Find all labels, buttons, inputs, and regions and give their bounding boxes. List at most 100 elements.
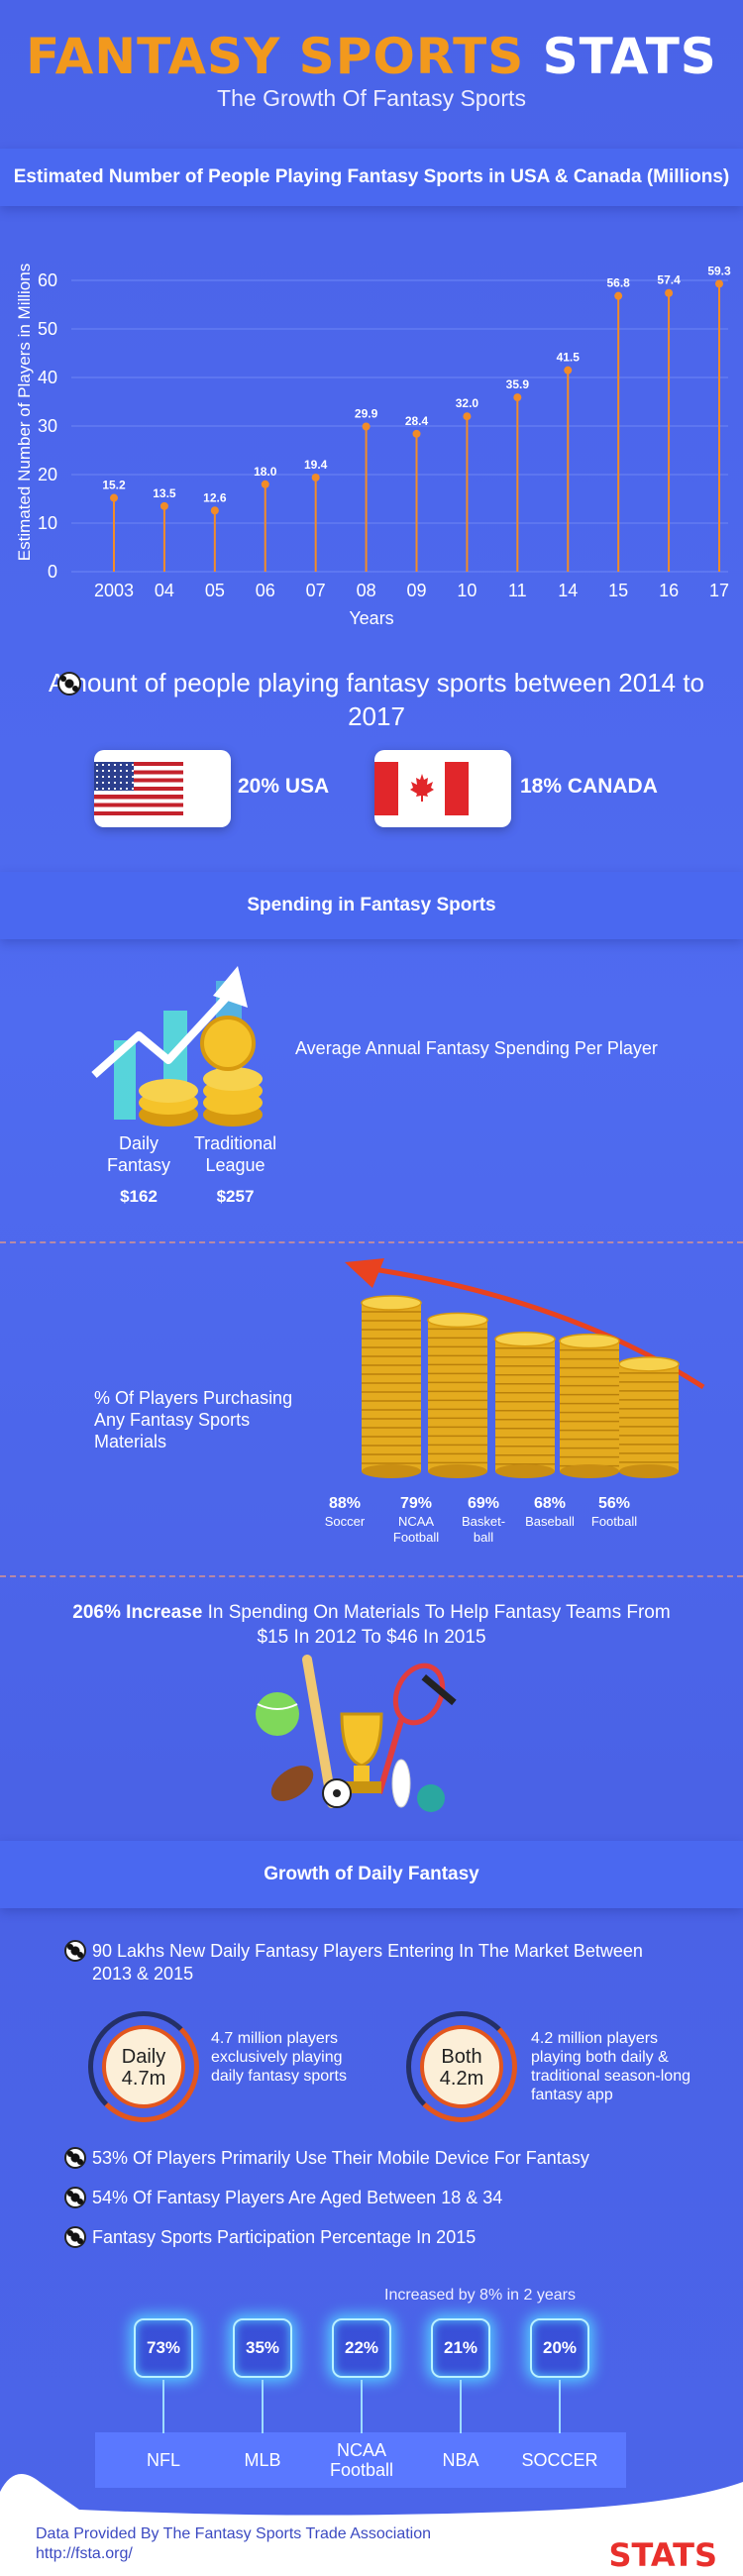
lollipop-point [311, 473, 320, 482]
lollipop-point [159, 501, 168, 510]
usa-percentage: 20% USA [238, 775, 330, 798]
coin-stack [494, 1331, 556, 1478]
data-label: 32.0 [456, 396, 479, 410]
participation-value: 20% [530, 2318, 589, 2378]
x-tick-label: 16 [659, 581, 679, 600]
soccer-ball-icon [64, 2147, 86, 2169]
connector-line [262, 2380, 264, 2433]
soccer-ball-icon [57, 672, 81, 696]
x-tick-label: 08 [357, 581, 376, 600]
canada-flag-card [374, 750, 511, 827]
both-ring: Both 4.2m [406, 2011, 517, 2122]
y-tick-label: 40 [38, 368, 57, 387]
x-axis-label: Years [349, 608, 393, 628]
participation-note: Increased by 8% in 2 years [384, 2287, 576, 2304]
bullet-mobile-text: 53% Of Players Primarily Use Their Mobil… [92, 2148, 589, 2168]
materials-percent: 88% [328, 1495, 362, 1512]
daily-fantasy-label: Daily Fantasy [106, 1133, 171, 1175]
title-white: STATS [542, 28, 717, 85]
stats-logo: STATS [608, 2536, 717, 2574]
x-tick-label: 10 [457, 581, 477, 600]
materials-category: 56% Football [577, 1496, 652, 1530]
lollipop-point [715, 279, 723, 288]
materials-coin-chart [345, 1258, 705, 1478]
lollipop-point [412, 429, 421, 438]
participation-sport: MLB [244, 2450, 281, 2470]
x-tick-label: 14 [558, 581, 578, 600]
data-label: 12.6 [203, 490, 227, 504]
materials-percent: 69% [467, 1495, 500, 1512]
bullet-new-players: 90 Lakhs New Daily Fantasy Players Enter… [64, 1940, 659, 1986]
materials-percent: 56% [597, 1495, 631, 1512]
x-tick-label: 09 [406, 581, 426, 600]
bullet-age: 54% Of Fantasy Players Are Aged Between … [64, 2187, 502, 2209]
x-tick-label: 15 [608, 581, 628, 600]
x-tick-label: 2003 [94, 581, 134, 600]
y-tick-label: 10 [38, 513, 57, 533]
data-label: 28.4 [405, 414, 429, 428]
soccer-ball-icon [64, 2187, 86, 2208]
data-label: 19.4 [304, 458, 328, 472]
footer-background [0, 2474, 743, 2576]
footer-source-line2[interactable]: http://fsta.org/ [36, 2545, 133, 2562]
both-ring-value: 4.2m [439, 2068, 484, 2090]
y-tick-label: 0 [48, 562, 57, 582]
bullet-participation-text: Fantasy Sports Participation Percentage … [92, 2227, 477, 2247]
data-label: 57.4 [657, 273, 681, 287]
x-tick-label: 04 [155, 581, 174, 600]
bullet-new-players-text: 90 Lakhs New Daily Fantasy Players Enter… [92, 1941, 643, 1984]
data-label: 41.5 [557, 351, 581, 365]
participation-value: 22% [332, 2318, 391, 2378]
participation-sport: NCAA Football [329, 2440, 394, 2480]
participation-value: 35% [233, 2318, 292, 2378]
increase-bold: 206% Increase [72, 1602, 203, 1623]
section-divider [0, 1241, 743, 1243]
data-label: 18.0 [254, 465, 277, 479]
y-tick-label: 60 [38, 270, 57, 290]
materials-category: 69% Basket-ball [446, 1496, 521, 1546]
players-chart: 0 10 20 30 40 50 60 Estimated Number of Players… [0, 213, 743, 629]
daily-ring: Daily 4.7m [88, 2011, 199, 2122]
lollipop-point [614, 291, 623, 300]
materials-sport-name: Baseball [525, 1514, 575, 1529]
materials-label: % Of Players Purchasing Any Fantasy Spor… [94, 1388, 293, 1451]
materials-category: 79% NCAA Football [378, 1496, 454, 1546]
daily-ring-value: 4.7m [121, 2068, 166, 2090]
participation-sport: NFL [146, 2450, 180, 2470]
footer-source: Data Provided By The Fantasy Sports Trad… [36, 2524, 431, 2564]
connector-line [559, 2380, 561, 2433]
traditional-league-label: Traditional League [193, 1133, 277, 1175]
x-tick-label: 05 [205, 581, 225, 600]
canada-percentage: 18% CANADA [520, 775, 658, 798]
connector-line [460, 2380, 462, 2433]
y-tick-label: 30 [38, 416, 57, 436]
lollipop-point [261, 480, 269, 488]
daily-fantasy-value: $162 [120, 1187, 158, 1206]
participation-value: 73% [134, 2318, 193, 2378]
coin-stack [427, 1312, 488, 1478]
page-title: FANTASY SPORTS STATS [0, 28, 743, 85]
soccer-ball-icon [64, 2226, 86, 2248]
lollipop-point [362, 422, 371, 431]
avg-spending-label: Average Annual Fantasy Spending Per Play… [295, 1038, 658, 1058]
daily-description: 4.7 million players exclusively playing … [211, 2030, 347, 2085]
x-tick-label: 17 [709, 581, 729, 600]
x-tick-label: 06 [256, 581, 275, 600]
materials-sport-name: Basket-ball [461, 1514, 506, 1545]
coin-stack [618, 1356, 680, 1478]
soccer-ball-icon [64, 1940, 86, 1962]
lollipop-point [665, 288, 674, 297]
arrow-head-icon [345, 1258, 384, 1288]
footer-source-line1: Data Provided By The Fantasy Sports Trad… [36, 2525, 432, 2542]
participation-sport: NBA [442, 2450, 479, 2470]
canada-flag-icon [374, 762, 469, 815]
data-label: 56.8 [606, 276, 630, 290]
data-label: 35.9 [506, 377, 530, 391]
participation-sport: SOCCER [521, 2450, 598, 2470]
lollipop-point [564, 366, 573, 375]
chart-title-band: Estimated Number of People Playing Fanta… [0, 149, 743, 206]
increase-rest: In Spending On Materials To Help Fantasy… [207, 1602, 671, 1648]
amount-heading: Amount of people playing fantasy sports … [40, 666, 713, 733]
usa-flag-card [94, 750, 231, 827]
